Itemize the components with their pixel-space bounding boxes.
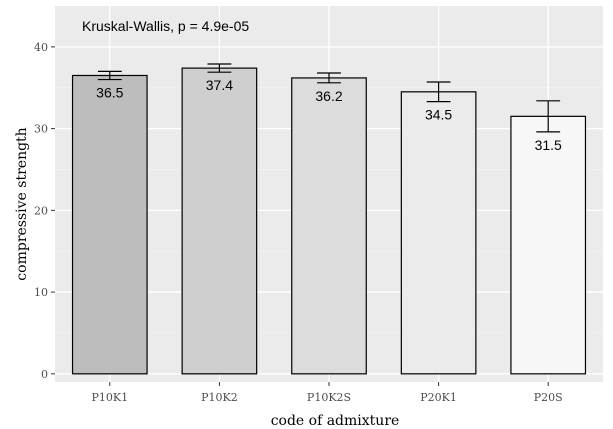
x-axis-title: code of admixture [271, 413, 400, 429]
value-label-p20s: 31.5 [535, 137, 562, 153]
x-tick-label: P10K1 [91, 391, 128, 404]
kruskal-wallis-annotation: Kruskal-Wallis, p = 4.9e-05 [82, 18, 249, 34]
y-axis-title: compressive strength [14, 127, 30, 280]
bars [71, 67, 587, 375]
x-tick-label: P20S [534, 391, 563, 404]
value-label-p20k1: 34.5 [425, 107, 452, 123]
y-axis: 0 10 20 30 40 [34, 41, 55, 381]
x-tick-label: P10K2S [307, 391, 351, 404]
x-tick-label: P10K2 [201, 391, 238, 404]
bar-p10k2 [181, 67, 258, 375]
error-bar-p20k1 [426, 81, 451, 103]
x-tick-label: P20K1 [420, 391, 457, 404]
x-axis: P10K1 P10K2 P10K2S P20K1 P20S [91, 382, 563, 404]
value-label-p10k2s: 36.2 [315, 88, 342, 104]
error-bar-p10k2 [207, 63, 232, 73]
bar-p20k1 [400, 91, 477, 375]
value-label-p10k2: 37.4 [206, 77, 233, 93]
error-bar-p10k2s [317, 72, 341, 84]
bar-p10k2s [291, 77, 367, 375]
y-tick-label: 0 [41, 368, 48, 381]
error-bars [97, 63, 561, 133]
bar-p20s [510, 115, 587, 375]
y-tick-label: 40 [34, 41, 48, 54]
y-tick-label: 10 [34, 286, 48, 299]
y-tick-label: 20 [34, 204, 48, 217]
bar-p10k1 [71, 74, 148, 375]
error-bar-p10k1 [97, 70, 122, 81]
value-labels: 36.5 37.4 36.2 34.5 31.5 [96, 77, 562, 153]
y-tick-label: 30 [34, 123, 48, 136]
error-bar-p20s [536, 100, 561, 133]
value-label-p10k1: 36.5 [96, 85, 123, 101]
